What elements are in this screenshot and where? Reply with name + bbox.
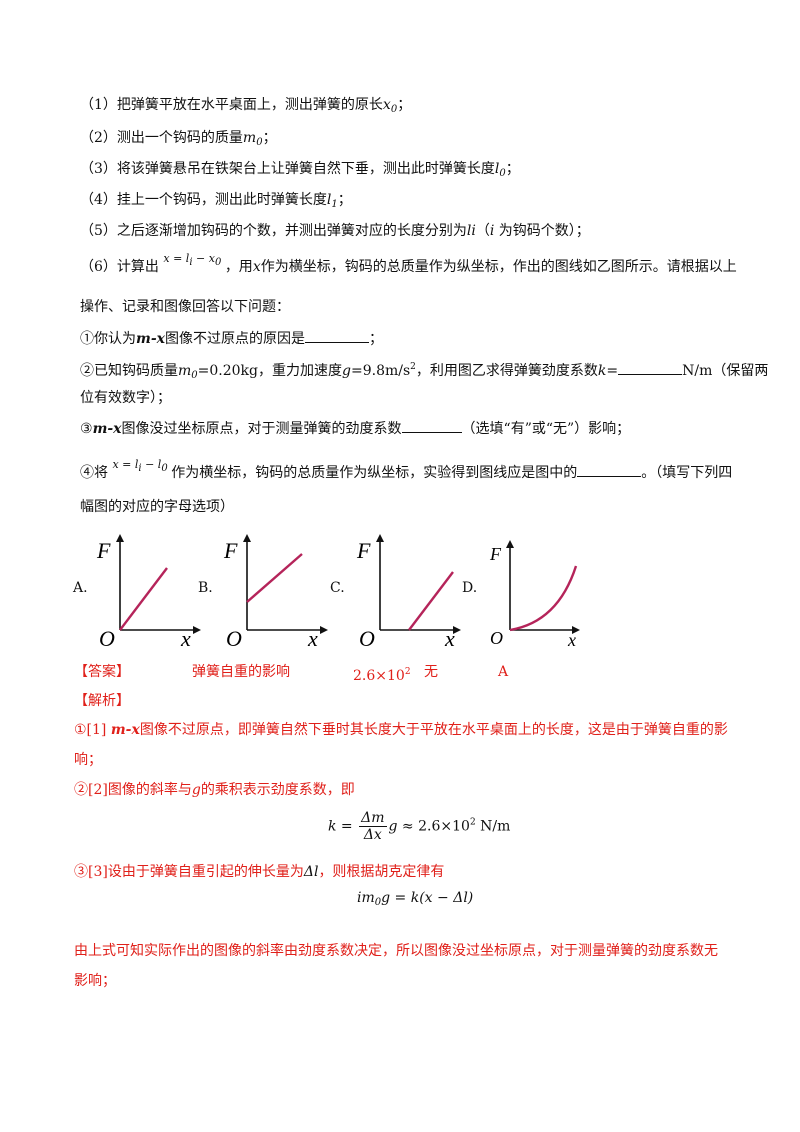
x-axis-label: x xyxy=(567,630,576,650)
option-d-label: D. xyxy=(462,580,478,596)
answer-2: 2.6×102 xyxy=(353,667,411,684)
analysis-para-3: ③[3]设由于弹簧自重引起的伸长量为Δl，则根据胡克定律有 xyxy=(74,864,445,880)
graph-option-a: F O x xyxy=(96,534,201,650)
graph-curve xyxy=(509,565,578,632)
graph-line xyxy=(119,567,168,631)
graph-option-d: F O x xyxy=(489,540,580,650)
answer-1: 弹簧自重的影响 xyxy=(192,664,290,680)
analysis-label: 【解析】 xyxy=(74,693,130,709)
y-axis-label: F xyxy=(96,538,111,563)
answer-blank-3 xyxy=(401,418,462,433)
equation-k: k = Δm Δx g ≈ 2.6×102 N/m xyxy=(328,810,511,843)
answer-3: 无 xyxy=(424,664,438,680)
y-axis-arrow xyxy=(506,540,514,548)
question-2: ②已知钩码质量m0=0.20kg，重力加速度g=9.8m/s2，利用图乙求得弹簧… xyxy=(80,360,769,381)
x-axis-arrow xyxy=(572,626,580,634)
y-axis-label: F xyxy=(489,544,502,564)
step-5: （5）之后逐渐增加钩码的个数，并测出弹簧对应的长度分别为li（i 为钩码个数）； xyxy=(80,223,590,239)
answer-4: A xyxy=(498,664,509,680)
answer-blank-4 xyxy=(577,462,642,477)
analysis-para-4: 由上式可知实际作出的图像的斜率由劲度系数决定，所以图像没过坐标原点，对于测量弹簧… xyxy=(74,943,718,959)
origin-label: O xyxy=(359,626,375,650)
option-a-label: A. xyxy=(73,580,88,596)
question-4-formula: x = li − l0 xyxy=(112,458,168,474)
x-axis-arrow xyxy=(453,626,461,634)
fraction: Δm Δx xyxy=(359,810,387,843)
answer-blank-1 xyxy=(304,328,369,343)
analysis-para-4-line2: 影响； xyxy=(74,973,116,989)
step-6-line2: 操作、记录和图像回答以下问题： xyxy=(80,299,290,315)
y-axis-label: F xyxy=(356,538,371,563)
x-axis-label: x xyxy=(444,626,455,650)
question-2-line2: 位有效数字）； xyxy=(80,390,171,406)
step-6: （6）计算出 x = li − x0 ，用x作为横坐标，钩码的总质量作为纵坐标，… xyxy=(80,252,737,275)
origin-label: O xyxy=(490,628,503,648)
step-2: （2）测出一个钩码的质量m0； xyxy=(80,130,277,148)
origin-label: O xyxy=(99,626,115,650)
step-6-formula: x = li − x0 xyxy=(163,252,222,268)
graph-line xyxy=(246,553,303,603)
y-axis-arrow xyxy=(376,534,384,542)
analysis-para-1-line2: 响； xyxy=(74,752,102,768)
option-b-label: B. xyxy=(198,580,213,596)
x-axis-arrow xyxy=(193,626,201,634)
question-4-line2: 幅图的对应的字母选项） xyxy=(80,499,234,515)
y-axis-arrow xyxy=(243,534,251,542)
question-1: ①你认为m-x图像不过原点的原因是； xyxy=(80,328,383,349)
origin-label: O xyxy=(226,626,242,650)
step-1: （1）把弹簧平放在水平桌面上，测出弹簧的原长x0； xyxy=(80,97,412,115)
analysis-para-1: ①[1] m-x图像不过原点，即弹簧自然下垂时其长度大于平放在水平桌面上的长度，… xyxy=(74,722,728,738)
y-axis-label: F xyxy=(223,538,238,563)
x-axis-arrow xyxy=(320,626,328,634)
step-4: （4）挂上一个钩码，测出此时弹簧长度l1； xyxy=(80,192,352,210)
x-axis-label: x xyxy=(180,626,191,650)
answer-label: 【答案】 xyxy=(74,664,130,680)
step-3: （3）将该弹簧悬吊在铁架台上让弹簧自然下垂，测出此时弹簧长度l0； xyxy=(80,161,520,179)
graph-option-c: F O x xyxy=(356,534,461,650)
option-c-label: C. xyxy=(330,580,345,596)
answer-blank-2 xyxy=(618,360,683,375)
x-axis-label: x xyxy=(307,626,318,650)
question-3: ③m-x图像没过坐标原点，对于测量弹簧的劲度系数 （选填“有”或“无”）影响； xyxy=(80,418,630,439)
graph-line xyxy=(408,571,454,631)
question-4: ④将 x = li − l0 作为横坐标，钩码的总质量作为纵坐标，实验得到图线应… xyxy=(80,458,733,481)
analysis-para-2: ②[2]图像的斜率与g的乘积表示劲度系数，即 xyxy=(74,782,355,798)
graph-option-b: F O x xyxy=(223,534,328,650)
y-axis-arrow xyxy=(116,534,124,542)
equation-hooke: im0g = k(x − Δl) xyxy=(357,890,474,908)
